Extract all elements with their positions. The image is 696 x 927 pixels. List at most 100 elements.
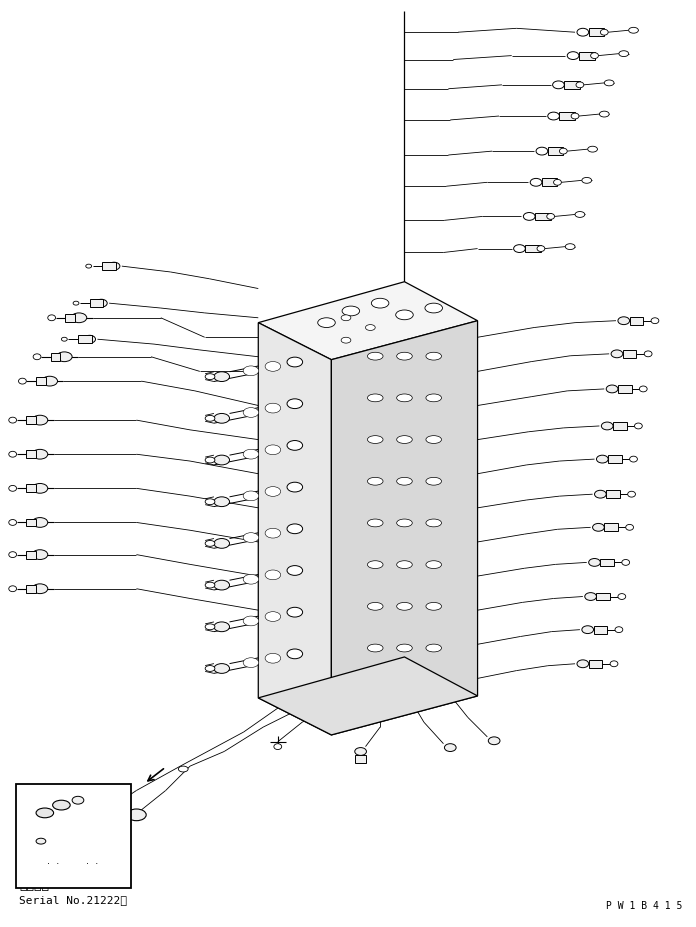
Ellipse shape [127, 809, 146, 820]
Ellipse shape [592, 524, 604, 532]
Bar [560, 113, 575, 121]
Polygon shape [258, 324, 331, 735]
Bar [608, 456, 622, 464]
Bar [596, 593, 610, 601]
Ellipse shape [644, 351, 652, 358]
Ellipse shape [426, 353, 441, 361]
Bar [15, 784, 131, 888]
Ellipse shape [618, 594, 626, 600]
Bar [618, 386, 631, 393]
Bar [542, 179, 557, 187]
Ellipse shape [9, 486, 17, 491]
Bar [26, 519, 36, 527]
Ellipse shape [575, 212, 585, 218]
Ellipse shape [287, 525, 303, 534]
Ellipse shape [32, 416, 48, 425]
Ellipse shape [367, 477, 383, 486]
Ellipse shape [265, 528, 280, 539]
Bar [26, 485, 36, 493]
Ellipse shape [530, 179, 542, 187]
Ellipse shape [567, 53, 579, 60]
Ellipse shape [606, 386, 618, 393]
Ellipse shape [553, 82, 564, 90]
Ellipse shape [640, 387, 647, 392]
Ellipse shape [214, 414, 230, 424]
Ellipse shape [565, 245, 575, 250]
Ellipse shape [205, 666, 215, 672]
Ellipse shape [599, 112, 609, 118]
Ellipse shape [367, 353, 383, 361]
Ellipse shape [635, 424, 642, 429]
Ellipse shape [19, 379, 26, 385]
Ellipse shape [589, 559, 601, 566]
Ellipse shape [397, 603, 412, 611]
Ellipse shape [265, 654, 280, 664]
Ellipse shape [341, 315, 351, 322]
Polygon shape [258, 657, 477, 735]
Ellipse shape [537, 247, 545, 252]
Ellipse shape [32, 450, 48, 460]
Ellipse shape [601, 423, 613, 430]
Bar [51, 353, 61, 362]
Text: ·  ·: · · [86, 858, 99, 869]
Ellipse shape [523, 213, 535, 221]
Ellipse shape [318, 319, 335, 328]
Ellipse shape [243, 575, 259, 585]
Bar [601, 559, 614, 566]
Ellipse shape [426, 603, 441, 611]
Text: Serial No.21222〜: Serial No.21222〜 [19, 894, 127, 904]
Text: P W 1 B 4 1 5: P W 1 B 4 1 5 [606, 900, 683, 910]
Ellipse shape [205, 458, 215, 464]
Ellipse shape [265, 612, 280, 622]
Bar [26, 585, 36, 593]
Ellipse shape [36, 838, 46, 844]
Ellipse shape [576, 83, 584, 89]
Ellipse shape [214, 580, 230, 590]
Ellipse shape [341, 338, 351, 344]
Ellipse shape [95, 809, 110, 819]
Bar [26, 552, 36, 559]
Ellipse shape [585, 593, 596, 601]
Ellipse shape [610, 661, 618, 667]
Bar [355, 756, 367, 763]
Ellipse shape [287, 607, 303, 617]
Ellipse shape [587, 147, 597, 153]
Bar [623, 350, 636, 359]
Ellipse shape [426, 395, 441, 402]
Ellipse shape [9, 552, 17, 558]
Ellipse shape [367, 437, 383, 444]
Ellipse shape [205, 624, 215, 630]
Bar [36, 378, 46, 386]
Text: 適用号機: 適用号機 [19, 878, 49, 891]
Ellipse shape [548, 113, 560, 121]
Ellipse shape [342, 307, 360, 316]
Bar [102, 263, 116, 271]
Ellipse shape [243, 658, 259, 667]
Ellipse shape [594, 490, 606, 499]
Bar [564, 82, 580, 90]
Ellipse shape [582, 178, 592, 184]
Ellipse shape [630, 457, 638, 463]
Ellipse shape [205, 540, 215, 547]
Ellipse shape [32, 550, 48, 560]
Ellipse shape [205, 375, 215, 380]
Ellipse shape [287, 358, 303, 367]
Ellipse shape [397, 644, 412, 653]
Ellipse shape [42, 377, 58, 387]
Ellipse shape [367, 603, 383, 611]
Ellipse shape [367, 395, 383, 402]
Ellipse shape [577, 30, 589, 37]
Bar [594, 626, 607, 634]
Ellipse shape [582, 626, 594, 634]
Bar [65, 314, 75, 323]
Ellipse shape [425, 304, 443, 313]
Ellipse shape [243, 616, 259, 626]
Ellipse shape [591, 54, 599, 59]
Ellipse shape [214, 497, 230, 507]
Ellipse shape [426, 519, 441, 527]
Ellipse shape [287, 566, 303, 576]
Ellipse shape [214, 622, 230, 632]
Ellipse shape [71, 313, 87, 324]
Ellipse shape [32, 518, 48, 527]
Ellipse shape [596, 456, 608, 464]
